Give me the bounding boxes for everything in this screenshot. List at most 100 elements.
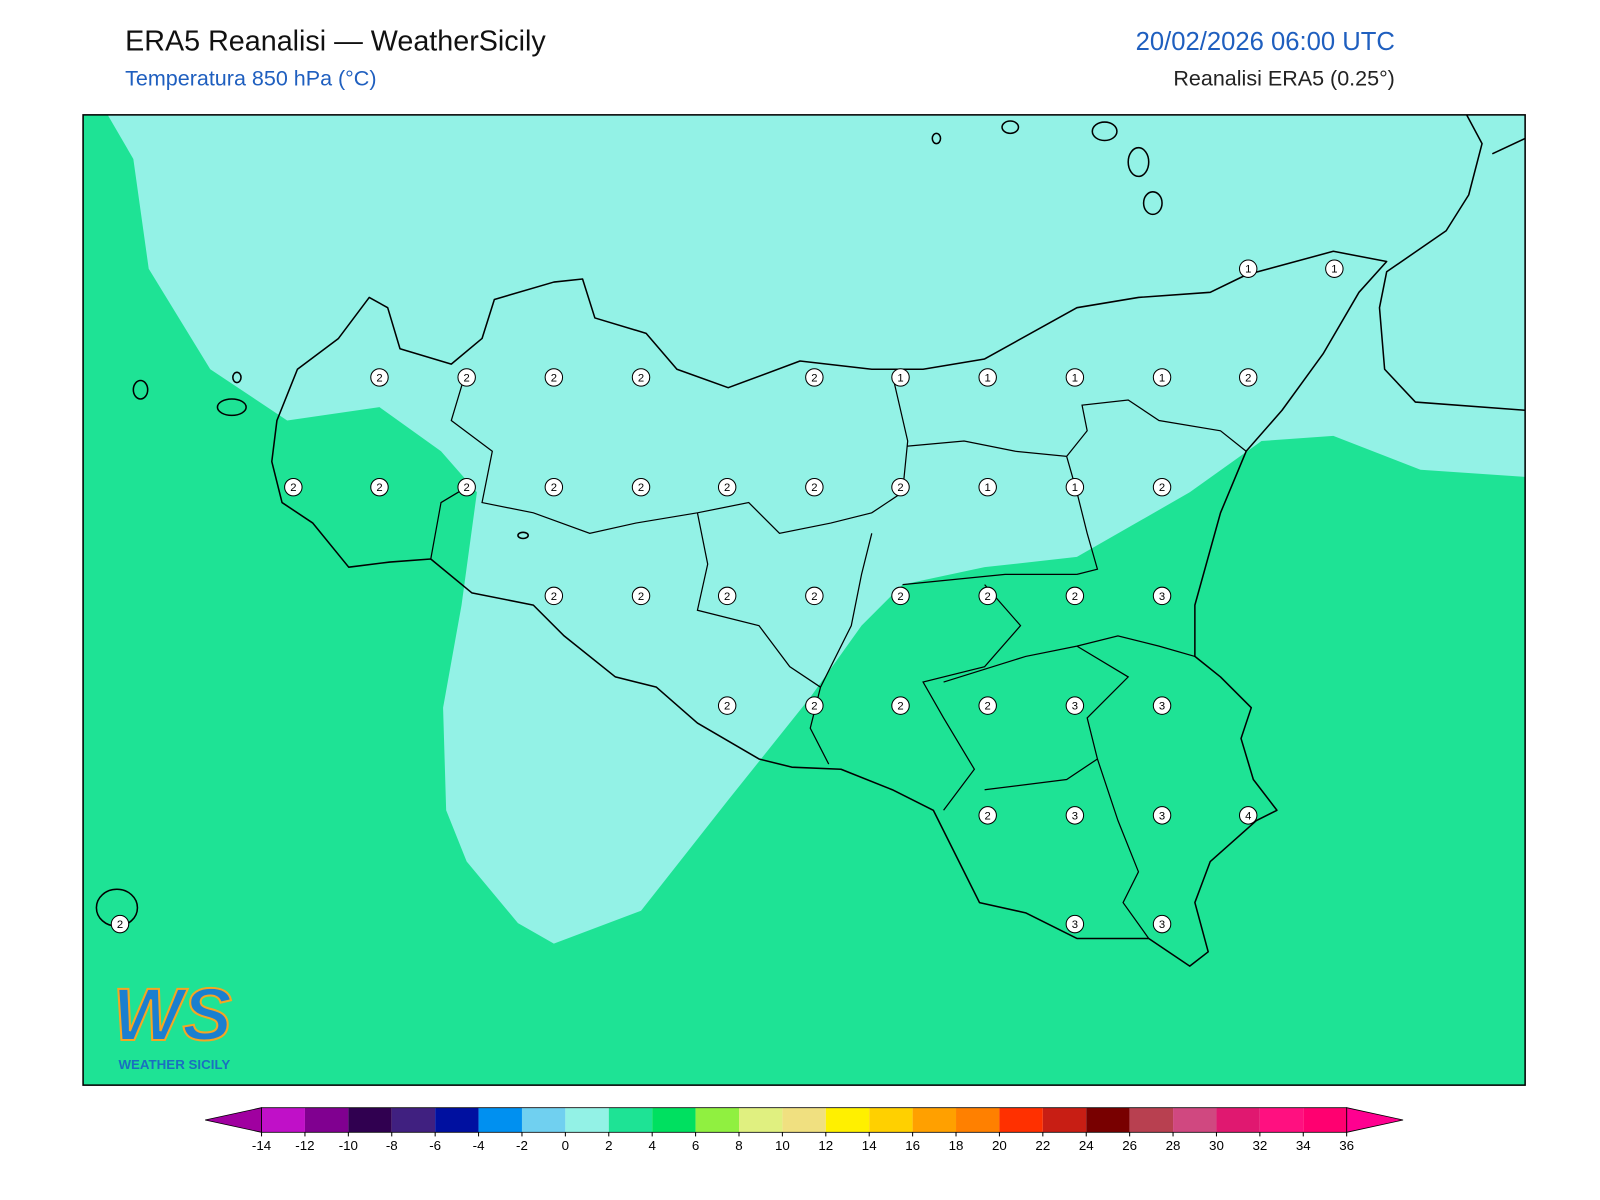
grid-point-marker [1325,259,1344,278]
colorbar-bin [738,1107,783,1133]
grid-point-label: 2 [117,919,123,931]
grid-point-marker [891,696,910,715]
colorbar-tick-label: 8 [735,1138,742,1153]
grid-point-label: 2 [376,372,382,384]
grid-point-marker [891,586,910,606]
grid-point-label: 1 [985,372,991,384]
grid-point-marker [370,477,389,497]
calabria-coast-north [1491,137,1526,155]
grid-point-marker [631,368,651,387]
colorbar-tick-label: 24 [1079,1138,1094,1153]
colorbar-under [205,1107,262,1133]
grid-point-marker [1152,806,1172,825]
grid-point-marker [978,586,997,606]
logo-mark: WS [113,973,232,1056]
grid-point-marker [284,477,303,497]
source: Reanalisi ERA5 (0.25°) [1173,67,1394,91]
colorbar-bin [478,1107,522,1133]
colorbar-tick-label: 16 [905,1138,920,1153]
grid-point-label: 2 [1245,372,1251,384]
grid-point-label: 2 [638,591,644,603]
colorbar-bin [1042,1107,1087,1133]
colorbar-tick-label: 34 [1296,1138,1311,1153]
colorbar-bin [695,1107,739,1133]
grid-point-marker [978,477,997,497]
colorbar-tick-label: 4 [648,1138,656,1153]
colorbar-bin [869,1107,913,1133]
grid-point-marker [631,586,651,606]
grid-point-label: 1 [1245,264,1251,276]
grid-point-marker [717,696,737,715]
grid-point-label: 2 [551,482,557,494]
colorbar-bin [304,1107,349,1133]
colorbar-bin [782,1107,826,1133]
colorbar-bin [825,1107,870,1133]
grid-point-marker [1065,586,1085,606]
grid-point-label: 2 [897,482,903,494]
colorbar-tick-label: 6 [692,1138,699,1153]
grid-point-marker [891,368,910,387]
colorbar-bin [1173,1107,1217,1133]
colorbar-tick-label: 2 [605,1138,612,1153]
grid-point-label: 2 [638,372,644,384]
grid-point-marker [1065,368,1085,387]
grid-point-label: 3 [1072,701,1078,713]
grid-point-label: 2 [464,482,470,494]
grid-point-label: 3 [1159,701,1165,713]
colorbar-tick-label: -10 [339,1138,358,1153]
colorbar-tick-label: 22 [1035,1138,1050,1153]
grid-point-marker [1238,806,1258,825]
grid-point-marker [1152,477,1172,497]
colorbar-bin [1129,1107,1174,1133]
grid-point-marker [544,477,564,497]
colorbar-bin [1259,1107,1304,1133]
colorbar-tick-label: 36 [1339,1138,1354,1153]
grid-point-label: 2 [724,482,730,494]
grid-point-label: 2 [724,591,730,603]
grid-point-label: 1 [1072,482,1078,494]
grid-point-marker [457,477,476,497]
colorbar-bin [391,1107,436,1133]
grid-point-marker [805,696,824,715]
grid-point-label: 2 [985,810,991,822]
map [83,114,1526,1086]
colorbar-tick-label: -12 [295,1138,314,1153]
grid-point-label: 2 [551,591,557,603]
grid-point-label: 1 [1159,372,1165,384]
grid-point-marker [1152,586,1172,606]
colorbar-tick-label: -2 [516,1138,528,1153]
islands [95,120,1163,927]
grid-point-label: 3 [1159,810,1165,822]
grid-point-marker [1152,696,1172,715]
grid-point-label: 2 [724,701,730,713]
colorbar-tick-label: 28 [1166,1138,1181,1153]
calabria-coast [1378,114,1526,412]
grid-point-marker [805,586,824,606]
colorbar-bin [521,1107,566,1133]
grid-point-label: 2 [464,372,470,384]
grid-point-marker [631,477,651,497]
colorbar-tick-label: 14 [862,1138,877,1153]
grid-point-label: 2 [897,591,903,603]
colorbar-tick-label: 12 [818,1138,833,1153]
grid-point-marker [1065,477,1085,497]
grid-point-label: 1 [1072,372,1078,384]
grid-point-label: 2 [985,591,991,603]
map-frame [82,114,1526,1086]
grid-point-marker [110,914,130,934]
colorbar-tick-label: 10 [775,1138,790,1153]
grid-point-label: 4 [1245,810,1251,822]
grid-point-label: 2 [551,372,557,384]
colorbar-bin [608,1107,653,1133]
grid-point-label: 2 [1072,591,1078,603]
grid-point-label: 1 [985,482,991,494]
grid-point-label: 3 [1159,591,1165,603]
grid-point-marker [1152,368,1172,387]
colorbar-bin [435,1107,479,1133]
colorbar-bin [912,1107,957,1133]
grid-point-marker [544,368,564,387]
colorbar-tick-label: -14 [252,1138,272,1153]
grid-point-marker [1238,259,1258,278]
colorbar-bin [999,1107,1043,1133]
grid-point-label: 2 [811,591,817,603]
